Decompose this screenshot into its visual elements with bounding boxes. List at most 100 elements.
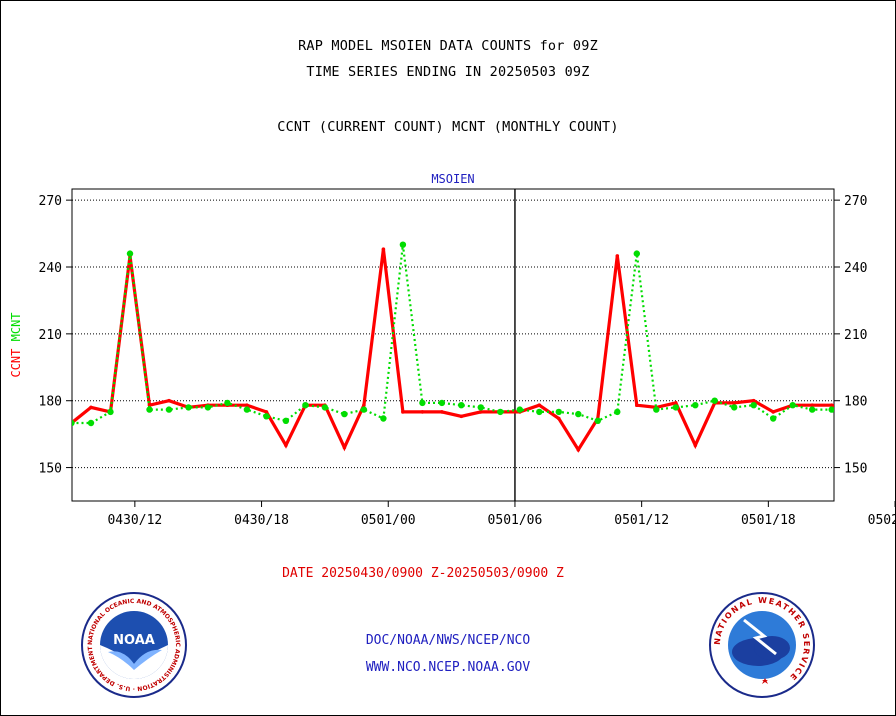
data-point-ccnt: [284, 443, 288, 448]
data-point-mcnt: [750, 402, 757, 409]
data-point-mcnt: [868, 242, 874, 248]
data-point-mcnt: [477, 404, 484, 411]
x-tick-label: 0430/18: [234, 513, 289, 528]
data-point-mcnt: [419, 399, 426, 407]
y-axis-label-mcnt: MCNT: [9, 312, 23, 348]
data-point-mcnt: [497, 408, 504, 416]
data-point-mcnt: [633, 250, 640, 257]
data-point-ccnt: [732, 401, 736, 405]
data-point-ccnt: [810, 403, 814, 408]
y-tick-label-right: 180: [844, 395, 867, 410]
national-weather-service-logo-icon: NATIONAL WEATHER SERVICE: [709, 592, 815, 698]
data-point-mcnt: [438, 399, 446, 407]
data-point-mcnt: [731, 404, 738, 411]
data-point-ccnt: [557, 416, 561, 421]
footer-website: WWW.NCO.NCEP.NOAA.GOV: [365, 660, 531, 675]
data-point-mcnt: [770, 415, 777, 422]
data-point-ccnt: [89, 405, 93, 410]
data-point-ccnt: [869, 247, 873, 251]
data-point-ccnt: [849, 410, 853, 414]
data-point-ccnt: [635, 403, 639, 408]
data-point-mcnt: [458, 402, 465, 409]
data-point-mcnt: [614, 408, 621, 416]
data-point-ccnt: [420, 410, 425, 414]
data-point-ccnt: [342, 445, 347, 450]
data-point-mcnt: [146, 406, 153, 413]
data-point-ccnt: [401, 410, 405, 414]
data-point-mcnt: [360, 406, 368, 413]
y-tick-label-left: 270: [39, 194, 62, 209]
data-point-mcnt: [204, 404, 212, 411]
y-axis-label: CCNT MCNT: [9, 312, 23, 377]
data-point-mcnt: [555, 408, 562, 416]
y-tick-label-left: 180: [39, 395, 62, 410]
data-point-mcnt: [185, 404, 192, 411]
y-tick-label-left: 150: [39, 462, 62, 477]
x-tick-label: 0501/18: [741, 513, 796, 528]
data-point-ccnt: [167, 398, 171, 403]
data-point-ccnt: [615, 254, 620, 258]
chart-title-line-2: TIME SERIES ENDING IN 20250503 09Z: [306, 64, 590, 80]
data-point-ccnt: [362, 403, 366, 408]
time-series-chart: 150 150 180 180 210 210 240 240 270 270 0430/12 043…: [9, 172, 896, 528]
data-point-ccnt: [888, 406, 892, 410]
x-tick-label: 0430/12: [107, 513, 162, 528]
noaa-logo-icon: NATIONAL OCEANIC AND ATMOSPHERIC ADMINIS…: [78, 592, 187, 698]
data-point-ccnt: [829, 403, 834, 408]
noaa-logo-text: NOAA: [113, 633, 155, 648]
data-point-mcnt: [692, 402, 699, 409]
data-point-ccnt: [264, 410, 269, 414]
chart-title-line-1: RAP MODEL MSOIEN DATA COUNTS for 09Z: [298, 38, 598, 54]
data-point-ccnt: [674, 401, 678, 405]
y-tick-label-right: 150: [844, 462, 867, 477]
data-point-mcnt: [321, 404, 329, 411]
y-tick-label-left: 240: [39, 261, 62, 276]
data-point-ccnt: [751, 398, 756, 403]
data-point-mcnt: [282, 417, 290, 424]
data-point-mcnt: [341, 410, 348, 418]
data-point-ccnt: [693, 443, 698, 448]
data-point-mcnt: [848, 413, 854, 419]
data-point-ccnt: [771, 410, 775, 414]
data-point-ccnt: [440, 410, 444, 414]
footer-org-path: DOC/NOAA/NWS/NCEP/NCO: [365, 633, 531, 648]
data-point-mcnt: [399, 241, 407, 248]
data-point-mcnt: [107, 408, 114, 416]
data-point-mcnt: [828, 406, 834, 413]
y-axis-label-ccnt: CCNT: [9, 349, 23, 378]
data-point-ccnt: [537, 403, 542, 408]
plot-station-title: MSOIEN: [431, 172, 474, 186]
data-point-mcnt: [126, 250, 134, 257]
data-point-mcnt: [653, 406, 660, 413]
x-tick-label: 0501/06: [488, 513, 543, 528]
x-tick-label: 0502/00: [868, 513, 896, 528]
y-tick-label-right: 270: [844, 194, 867, 209]
data-point-mcnt: [243, 406, 251, 413]
y-tick-label-left: 210: [39, 328, 62, 343]
data-point-mcnt: [711, 397, 718, 404]
data-point-ccnt: [245, 403, 249, 408]
data-point-mcnt: [302, 402, 309, 409]
data-point-mcnt: [789, 402, 796, 409]
chart-title-line-3: CCNT (CURRENT COUNT) MCNT (MONTHLY COUNT…: [277, 119, 619, 135]
y-tick-label-right: 210: [844, 328, 867, 343]
plot-area-frame: [71, 188, 835, 502]
data-point-mcnt: [536, 408, 543, 416]
data-point-mcnt: [224, 399, 231, 407]
data-point-mcnt: [575, 410, 582, 418]
data-point-mcnt: [380, 415, 387, 422]
data-point-ccnt: [479, 410, 483, 414]
data-point-mcnt: [72, 419, 75, 427]
data-point-ccnt: [381, 247, 386, 251]
data-point-mcnt: [516, 406, 523, 413]
data-point-mcnt: [809, 406, 816, 413]
data-point-mcnt: [672, 404, 679, 411]
data-point-mcnt: [594, 417, 601, 424]
data-point-mcnt: [263, 413, 270, 420]
data-point-ccnt: [459, 414, 464, 419]
y-tick-label-right: 240: [844, 261, 867, 276]
data-point-ccnt: [576, 447, 581, 452]
x-tick-label: 0501/00: [361, 513, 416, 528]
date-range-caption: DATE 20250430/0900 Z-20250503/0900 Z: [282, 566, 564, 581]
data-point-mcnt: [87, 419, 95, 427]
